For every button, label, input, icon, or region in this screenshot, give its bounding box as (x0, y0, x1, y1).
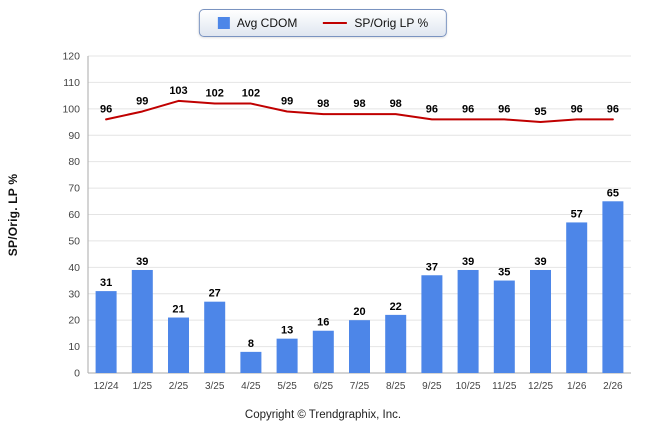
line-value-label: 96 (498, 103, 510, 115)
bar-value-label: 57 (571, 208, 583, 220)
bar (312, 330, 334, 373)
x-tick-label: 1/26 (567, 381, 587, 392)
copyright-text: Copyright © Trendgraphix, Inc. (244, 409, 402, 421)
chart-legend: Avg CDOM SP/Orig LP % (198, 9, 448, 37)
bar-value-label: 27 (209, 288, 221, 300)
line-value-label: 99 (281, 95, 293, 107)
bar (240, 351, 262, 373)
x-tick-label: 6/25 (314, 381, 334, 392)
x-tick-label: 2/25 (169, 381, 189, 392)
y-axis-title: SP/Orig. LP % (6, 173, 20, 257)
sp-orig-lp-line (105, 99, 614, 124)
legend-item-sp-orig-lp: SP/Orig LP % (323, 16, 428, 30)
y-tick-label: 70 (68, 183, 80, 195)
bar (421, 275, 443, 373)
line-value-label: 102 (242, 88, 260, 100)
combo-chart: 0 10 20 30 40 50 60 70 80 90 100 110 120 31 12/24 39 1/2… (62, 51, 631, 392)
bar-value-label: 39 (534, 256, 546, 268)
x-tick-label: 4/25 (241, 381, 261, 392)
bar-value-label: 37 (426, 261, 438, 273)
bar (457, 269, 479, 373)
line-value-label: 96 (462, 103, 474, 115)
y-tick-label: 60 (68, 209, 80, 221)
bar-swatch-icon (217, 17, 230, 29)
bar (566, 222, 588, 373)
x-tick-label: 7/25 (350, 381, 370, 392)
line-value-label: 99 (136, 95, 148, 107)
bar-value-label: 13 (281, 325, 293, 337)
legend-label-sp-orig-lp: SP/Orig LP % (354, 16, 429, 30)
line-value-label: 102 (206, 88, 224, 100)
y-tick-label: 90 (68, 130, 80, 142)
bar-value-label: 39 (136, 256, 148, 268)
bar (95, 291, 117, 373)
x-tick-label: 2/26 (603, 381, 623, 392)
bar (349, 320, 370, 373)
line-value-label: 96 (607, 103, 619, 115)
bar-value-label: 39 (462, 256, 474, 268)
y-tick-label: 20 (68, 315, 80, 327)
bar (602, 201, 624, 373)
y-tick-label: 0 (74, 368, 80, 380)
x-tick-label: 10/25 (456, 381, 481, 392)
bar (131, 269, 153, 373)
line-value-label: 96 (426, 103, 438, 115)
y-tick-label: 110 (63, 77, 80, 89)
y-tick-label: 120 (62, 51, 80, 63)
bar-value-label: 8 (248, 338, 254, 350)
line-value-label: 96 (571, 103, 583, 115)
bar-value-label: 16 (317, 317, 329, 329)
line-swatch-icon (323, 22, 348, 24)
bar-value-label: 20 (353, 306, 365, 318)
y-tick-label: 100 (62, 103, 80, 115)
y-tick-label: 80 (68, 156, 80, 168)
line-value-label: 98 (353, 98, 365, 110)
x-tick-label: 3/25 (205, 381, 225, 392)
line-value-label: 96 (100, 103, 112, 115)
y-tick-label: 50 (68, 235, 80, 247)
x-tick-label: 1/25 (133, 381, 153, 392)
bar-value-label: 21 (172, 304, 184, 316)
legend-item-avg-cdom: Avg CDOM (217, 16, 298, 30)
y-tick-label: 10 (68, 341, 80, 353)
bar-value-label: 22 (390, 301, 402, 313)
bar (530, 269, 551, 373)
bar-value-label: 31 (100, 277, 112, 289)
line-value-label: 95 (534, 106, 546, 118)
bar (168, 317, 189, 373)
x-tick-label: 5/25 (277, 381, 297, 392)
y-tick-label: 40 (68, 262, 80, 274)
bar-value-label: 65 (607, 187, 619, 199)
x-tick-label: 12/25 (528, 381, 553, 392)
x-tick-label: 9/25 (422, 381, 442, 392)
legend-label-avg-cdom: Avg CDOM (236, 16, 298, 30)
bar (493, 280, 515, 373)
x-tick-label: 8/25 (386, 381, 406, 392)
bar (385, 314, 407, 373)
line-value-label: 98 (317, 98, 329, 110)
bar (204, 301, 226, 373)
y-tick-label: 30 (68, 288, 80, 300)
line-value-label: 98 (390, 98, 402, 110)
bar-value-label: 35 (498, 267, 510, 279)
x-tick-label: 12/24 (94, 381, 119, 392)
bar (276, 338, 298, 373)
x-tick-label: 11/25 (492, 381, 517, 392)
line-value-label: 103 (169, 85, 187, 97)
